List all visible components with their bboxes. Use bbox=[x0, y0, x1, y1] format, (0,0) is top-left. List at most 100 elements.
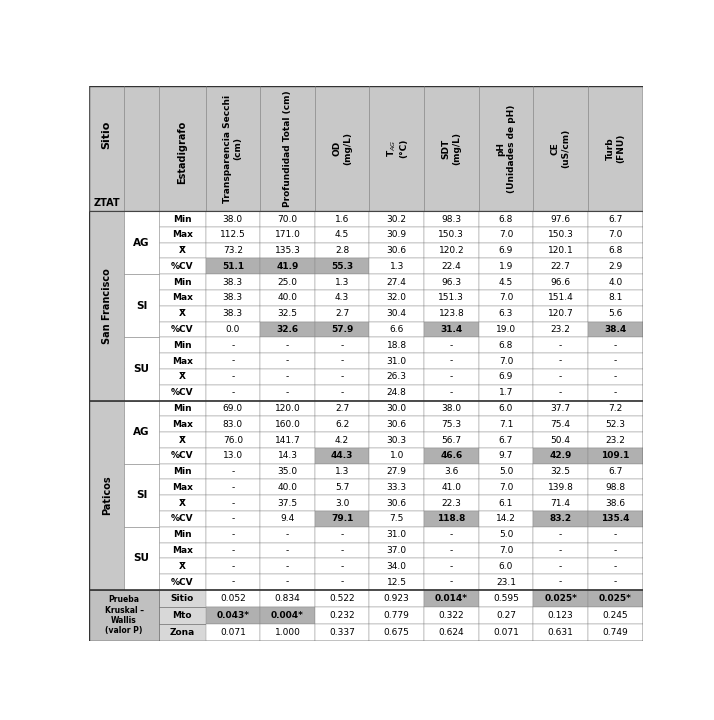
Bar bbox=[159, 464, 206, 480]
Bar bbox=[478, 511, 533, 527]
Bar bbox=[260, 306, 315, 322]
Bar bbox=[588, 227, 643, 243]
Text: Max: Max bbox=[172, 420, 193, 428]
Bar bbox=[206, 432, 260, 448]
Text: Max: Max bbox=[172, 294, 193, 302]
Text: 30.6: 30.6 bbox=[387, 246, 407, 255]
Text: 5.6: 5.6 bbox=[608, 310, 623, 318]
Bar bbox=[533, 607, 588, 624]
Text: 139.8: 139.8 bbox=[548, 483, 573, 492]
Bar bbox=[89, 338, 124, 354]
Bar bbox=[533, 306, 588, 322]
Text: 24.8: 24.8 bbox=[387, 388, 407, 397]
Bar bbox=[424, 227, 478, 243]
Bar bbox=[588, 211, 643, 227]
Text: 7.1: 7.1 bbox=[499, 420, 513, 428]
Text: %CV: %CV bbox=[171, 262, 193, 271]
Text: %CV: %CV bbox=[171, 515, 193, 523]
Text: -: - bbox=[341, 372, 343, 382]
Bar bbox=[533, 274, 588, 290]
Text: 71.4: 71.4 bbox=[550, 499, 570, 508]
Bar bbox=[124, 274, 159, 338]
Text: Sitio: Sitio bbox=[171, 594, 194, 603]
Bar bbox=[89, 211, 124, 400]
Bar bbox=[588, 511, 643, 527]
Bar bbox=[369, 338, 424, 354]
Bar bbox=[533, 543, 588, 559]
Text: -: - bbox=[450, 546, 453, 555]
Text: 0.071: 0.071 bbox=[493, 628, 519, 636]
Text: Max: Max bbox=[172, 546, 193, 555]
Text: 0.004*: 0.004* bbox=[271, 611, 304, 620]
Bar bbox=[159, 624, 206, 641]
Text: 70.0: 70.0 bbox=[278, 215, 298, 223]
Text: 120.7: 120.7 bbox=[548, 310, 573, 318]
Text: -: - bbox=[341, 530, 343, 539]
Bar bbox=[315, 624, 369, 641]
Bar bbox=[124, 290, 159, 306]
Text: -: - bbox=[341, 577, 343, 587]
Text: 27.9: 27.9 bbox=[387, 467, 407, 476]
Text: 41.0: 41.0 bbox=[441, 483, 461, 492]
Bar bbox=[124, 384, 159, 400]
Text: 38.3: 38.3 bbox=[223, 294, 243, 302]
Text: 7.2: 7.2 bbox=[608, 404, 623, 413]
Bar bbox=[89, 384, 124, 400]
Text: 0.923: 0.923 bbox=[384, 594, 410, 603]
Bar bbox=[206, 322, 260, 338]
Text: 38.4: 38.4 bbox=[604, 325, 626, 334]
Text: 120.0: 120.0 bbox=[275, 404, 301, 413]
Bar bbox=[424, 624, 478, 641]
Bar bbox=[260, 338, 315, 354]
Text: SI: SI bbox=[136, 490, 147, 500]
Text: 1.3: 1.3 bbox=[390, 262, 404, 271]
Bar bbox=[478, 416, 533, 432]
Bar bbox=[315, 432, 369, 448]
Bar bbox=[533, 559, 588, 574]
Bar bbox=[369, 559, 424, 574]
Bar bbox=[478, 448, 533, 464]
Bar bbox=[89, 227, 124, 243]
Bar bbox=[89, 400, 124, 590]
Text: 1.6: 1.6 bbox=[335, 215, 349, 223]
Text: -: - bbox=[613, 577, 617, 587]
Text: X̅: X̅ bbox=[178, 436, 186, 444]
Text: 9.4: 9.4 bbox=[281, 515, 295, 523]
Bar bbox=[159, 607, 206, 624]
Bar bbox=[369, 243, 424, 258]
Bar bbox=[206, 607, 260, 624]
Text: 6.8: 6.8 bbox=[499, 215, 513, 223]
Bar bbox=[124, 432, 159, 448]
Bar bbox=[478, 432, 533, 448]
Text: Max: Max bbox=[172, 356, 193, 366]
Bar bbox=[533, 354, 588, 369]
Bar bbox=[478, 543, 533, 559]
Text: 35.0: 35.0 bbox=[278, 467, 298, 476]
Bar bbox=[533, 290, 588, 306]
Bar bbox=[369, 258, 424, 274]
Bar bbox=[424, 384, 478, 400]
Bar bbox=[478, 306, 533, 322]
Bar bbox=[424, 448, 478, 464]
Bar bbox=[369, 574, 424, 590]
Text: 151.4: 151.4 bbox=[548, 294, 573, 302]
Text: 98.8: 98.8 bbox=[605, 483, 625, 492]
Text: 13.0: 13.0 bbox=[223, 451, 243, 460]
Bar bbox=[124, 400, 159, 416]
Text: 0.749: 0.749 bbox=[603, 628, 628, 636]
Text: 4.5: 4.5 bbox=[335, 230, 349, 239]
Bar bbox=[424, 306, 478, 322]
Text: 6.2: 6.2 bbox=[335, 420, 349, 428]
Bar bbox=[424, 258, 478, 274]
Text: -: - bbox=[341, 341, 343, 350]
Text: %CV: %CV bbox=[171, 325, 193, 334]
Text: 55.3: 55.3 bbox=[331, 262, 353, 271]
Text: %CV: %CV bbox=[171, 577, 193, 587]
Text: 120.2: 120.2 bbox=[438, 246, 464, 255]
Bar bbox=[206, 290, 260, 306]
Text: 1.3: 1.3 bbox=[335, 467, 349, 476]
Bar bbox=[124, 511, 159, 527]
Text: -: - bbox=[613, 562, 617, 571]
Bar bbox=[124, 354, 159, 369]
Bar bbox=[478, 369, 533, 384]
